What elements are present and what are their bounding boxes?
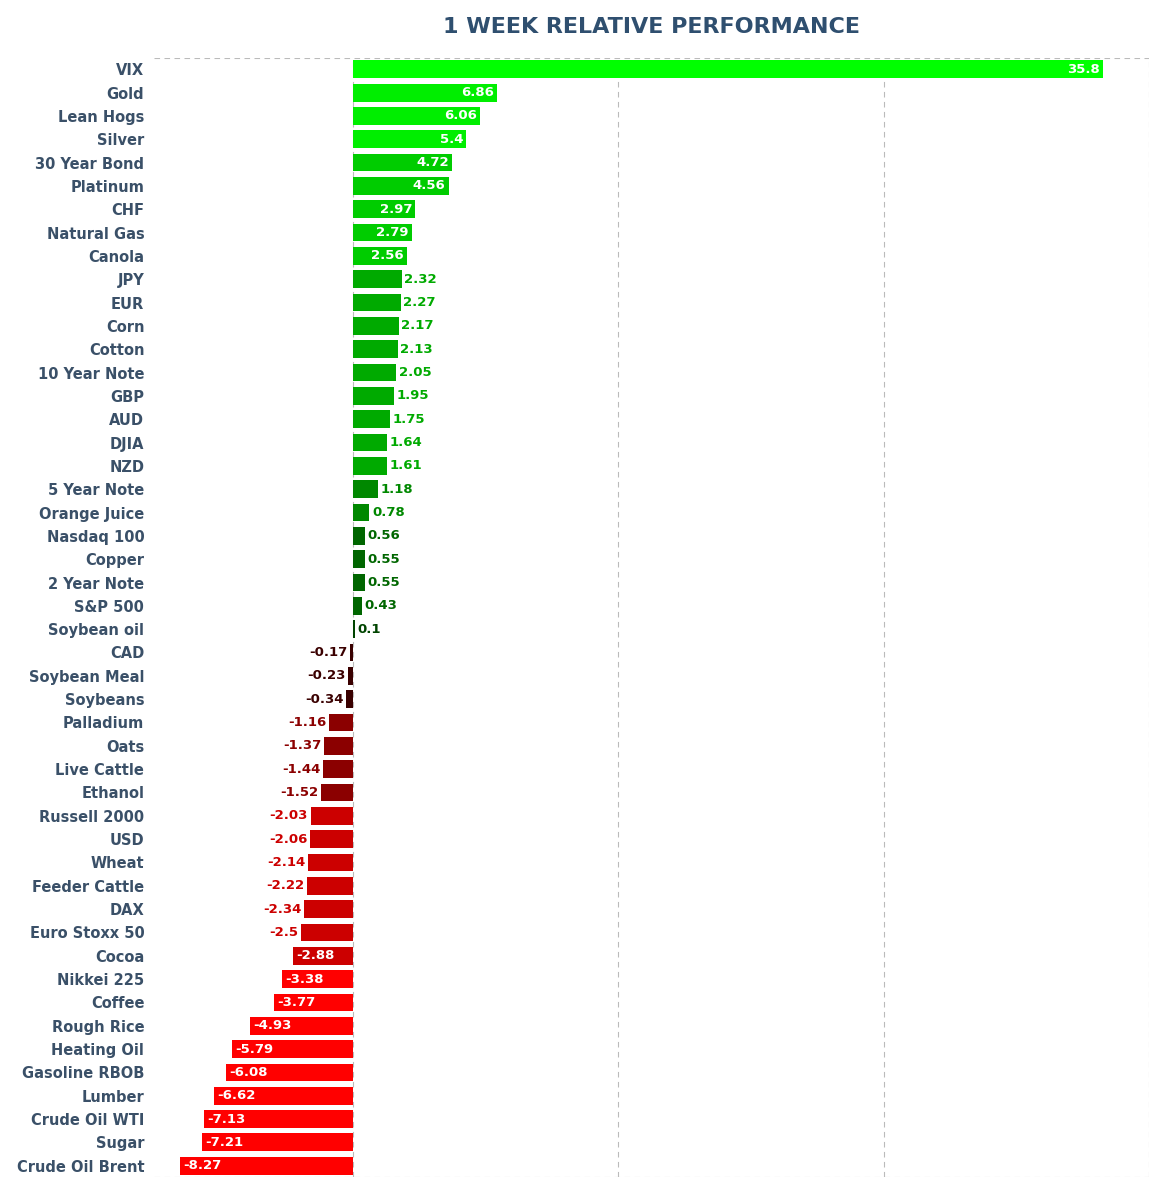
Text: -3.38: -3.38 <box>286 973 324 985</box>
Text: 2.97: 2.97 <box>380 203 412 216</box>
Text: -2.03: -2.03 <box>269 810 308 823</box>
Bar <box>324 737 353 755</box>
Bar <box>232 1040 353 1058</box>
Bar <box>321 783 353 801</box>
Bar <box>353 201 415 219</box>
Bar <box>202 1133 353 1151</box>
Text: -2.06: -2.06 <box>269 832 308 845</box>
Text: 4.72: 4.72 <box>416 156 449 170</box>
Bar <box>353 387 394 405</box>
Bar <box>353 411 389 429</box>
Text: -7.21: -7.21 <box>205 1135 244 1149</box>
Text: -2.88: -2.88 <box>296 949 335 962</box>
Text: -1.37: -1.37 <box>283 739 322 752</box>
Text: -1.52: -1.52 <box>281 786 318 799</box>
Text: -2.34: -2.34 <box>264 903 302 916</box>
Bar <box>353 597 363 615</box>
Text: -1.16: -1.16 <box>288 716 326 730</box>
Text: -7.13: -7.13 <box>206 1113 245 1126</box>
Text: 0.43: 0.43 <box>365 599 398 613</box>
Bar <box>353 130 466 148</box>
Text: -8.27: -8.27 <box>183 1159 222 1173</box>
Text: 2.13: 2.13 <box>400 343 433 356</box>
Bar <box>353 340 398 358</box>
Title: 1 WEEK RELATIVE PERFORMANCE: 1 WEEK RELATIVE PERFORMANCE <box>443 17 861 37</box>
Text: -4.93: -4.93 <box>253 1020 292 1032</box>
Text: 1.64: 1.64 <box>389 436 423 449</box>
Bar <box>353 223 412 241</box>
Text: 1.95: 1.95 <box>396 389 429 402</box>
Bar <box>274 993 353 1011</box>
Bar <box>353 504 370 522</box>
Bar <box>226 1064 353 1082</box>
Bar <box>353 621 356 638</box>
Text: -0.17: -0.17 <box>309 646 347 659</box>
Bar <box>353 61 1103 78</box>
Text: -0.34: -0.34 <box>305 693 344 706</box>
Bar <box>307 876 353 894</box>
Text: 0.56: 0.56 <box>367 529 400 542</box>
Bar <box>353 433 387 451</box>
Text: -2.14: -2.14 <box>267 856 305 869</box>
Bar <box>353 107 480 125</box>
Bar <box>353 270 402 288</box>
Text: -5.79: -5.79 <box>234 1042 273 1055</box>
Bar <box>353 550 365 568</box>
Text: 1.61: 1.61 <box>389 460 422 473</box>
Bar <box>304 900 353 918</box>
Text: 6.86: 6.86 <box>461 86 493 99</box>
Bar <box>353 573 365 591</box>
Text: 0.1: 0.1 <box>358 622 381 635</box>
Text: -2.5: -2.5 <box>269 925 298 938</box>
Text: 2.79: 2.79 <box>375 226 408 239</box>
Bar <box>349 667 353 684</box>
Text: -2.22: -2.22 <box>266 879 304 892</box>
Text: 5.4: 5.4 <box>440 133 463 146</box>
Text: 0.55: 0.55 <box>367 576 400 589</box>
Bar <box>329 714 353 732</box>
Bar <box>353 364 396 381</box>
Bar <box>180 1157 353 1175</box>
Text: -6.08: -6.08 <box>229 1066 267 1079</box>
Bar <box>346 690 353 708</box>
Text: 6.06: 6.06 <box>444 110 477 123</box>
Text: 1.18: 1.18 <box>380 482 413 496</box>
Bar <box>282 971 353 987</box>
Bar <box>353 457 387 475</box>
Bar <box>353 294 401 312</box>
Bar <box>353 247 407 265</box>
Text: 4.56: 4.56 <box>413 179 445 192</box>
Bar <box>323 761 353 778</box>
Text: -3.77: -3.77 <box>278 996 316 1009</box>
Text: 1.75: 1.75 <box>392 413 424 426</box>
Bar <box>353 84 497 101</box>
Bar <box>353 154 452 172</box>
Text: -1.44: -1.44 <box>282 763 321 776</box>
Bar <box>215 1087 353 1104</box>
Bar <box>204 1110 353 1128</box>
Bar <box>350 644 353 661</box>
Bar <box>310 830 353 848</box>
Bar <box>353 177 449 195</box>
Text: 2.56: 2.56 <box>371 250 403 263</box>
Bar <box>353 527 365 544</box>
Bar <box>301 923 353 941</box>
Text: 0.55: 0.55 <box>367 553 400 566</box>
Text: 2.17: 2.17 <box>401 320 434 332</box>
Bar <box>308 854 353 872</box>
Bar <box>353 480 378 498</box>
Text: -0.23: -0.23 <box>308 670 346 682</box>
Bar <box>353 318 399 334</box>
Text: 35.8: 35.8 <box>1067 63 1100 76</box>
Text: 2.27: 2.27 <box>403 296 436 309</box>
Bar <box>293 947 353 965</box>
Text: 2.32: 2.32 <box>405 272 437 285</box>
Bar <box>310 807 353 825</box>
Bar <box>250 1017 353 1034</box>
Text: -6.62: -6.62 <box>218 1089 255 1102</box>
Text: 2.05: 2.05 <box>399 367 431 378</box>
Text: 0.78: 0.78 <box>372 506 405 519</box>
